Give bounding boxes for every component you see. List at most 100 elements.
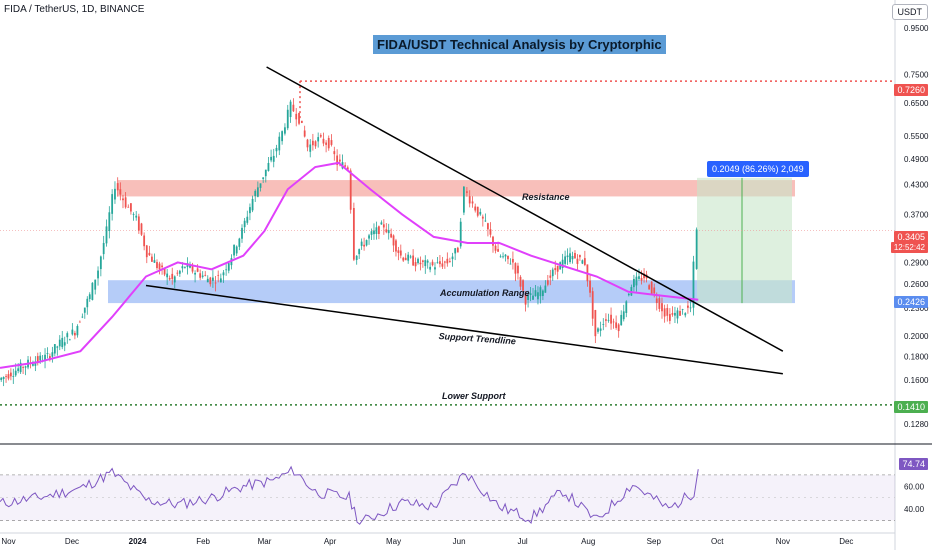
accumulation-zone <box>108 280 795 304</box>
candle-body <box>546 280 549 285</box>
candle-body <box>7 374 10 379</box>
price-tick-label: 0.4300 <box>904 181 929 190</box>
price-tag-rsi: 74.74 <box>899 458 928 470</box>
candle-body <box>471 201 474 204</box>
candle-body <box>76 326 79 336</box>
candle-body <box>0 377 3 380</box>
candle-body <box>476 206 479 216</box>
moving-average-line <box>0 161 699 369</box>
candle-body <box>214 282 217 284</box>
candle-body <box>382 224 385 228</box>
candle-body <box>507 255 509 260</box>
time-tick-label: Nov <box>776 537 790 546</box>
candle-body <box>309 144 312 152</box>
price-tick-label: 0.3700 <box>904 210 929 219</box>
candle-body <box>385 229 388 233</box>
candle-body <box>481 216 484 219</box>
candle-body <box>387 230 390 234</box>
trendline-support <box>145 284 783 375</box>
candle-body <box>668 314 671 321</box>
candle-body <box>333 151 336 155</box>
candle-body <box>225 269 228 271</box>
currency-badge[interactable]: USDT <box>891 4 928 20</box>
candle-body <box>459 221 462 247</box>
candle-body <box>684 313 687 316</box>
candle-body <box>365 240 368 246</box>
candle-body <box>679 311 681 316</box>
candle-body <box>529 293 532 295</box>
candle-body <box>419 262 422 265</box>
candle-body <box>412 255 415 266</box>
time-tick-label: Dec <box>839 537 853 546</box>
candle-body <box>352 208 355 260</box>
candle-body <box>181 266 184 269</box>
candle-body <box>99 256 102 270</box>
rsi-band <box>0 474 895 521</box>
candle-body <box>448 261 451 262</box>
candle-body <box>474 206 477 211</box>
symbol-label: FIDA / TetherUS, 1D, BINANCE <box>4 4 145 15</box>
candle-body <box>9 372 12 377</box>
candle-body <box>56 346 59 348</box>
time-tick-label: Jul <box>517 537 527 546</box>
price-tag-top-level: 0.7260 <box>894 84 928 96</box>
candle-body <box>650 281 653 294</box>
price-tick-label: 0.1800 <box>904 353 929 362</box>
candle-body <box>643 273 645 279</box>
candle-body <box>497 249 499 252</box>
candle-body <box>689 307 692 309</box>
candle-body <box>674 312 676 316</box>
candle-body <box>243 220 246 228</box>
candle-body <box>556 265 559 272</box>
candle-body <box>509 263 512 265</box>
candle-body <box>648 285 651 290</box>
candle-body <box>124 197 127 208</box>
price-tag-lower-support: 0.1410 <box>894 401 928 413</box>
accumulation-label: Accumulation Range <box>440 288 530 298</box>
candle-body <box>514 263 517 274</box>
candle-body <box>63 342 66 346</box>
candle-body <box>617 324 620 332</box>
candle-body <box>605 319 607 321</box>
candle-body <box>695 229 698 269</box>
candle-body <box>402 257 405 261</box>
candle-body <box>441 263 444 267</box>
candle-body <box>373 230 375 235</box>
candle-body <box>116 183 119 191</box>
candle-body <box>551 269 554 277</box>
candle-body <box>108 212 111 232</box>
resistance-zone <box>118 180 795 197</box>
candle-body <box>494 245 497 251</box>
candle-body <box>212 277 214 281</box>
candle-body <box>589 280 591 293</box>
candle-body <box>599 328 602 331</box>
candle-body <box>292 104 295 112</box>
candle-body <box>414 262 417 267</box>
candle-body <box>426 260 429 263</box>
candle-body <box>658 298 661 309</box>
candle-body <box>78 321 81 323</box>
candle-body <box>219 278 222 283</box>
candle-body <box>178 270 181 274</box>
candle-body <box>311 140 314 146</box>
time-tick-label: Nov <box>1 537 15 546</box>
candle-body <box>666 307 669 316</box>
candle-body <box>156 262 158 269</box>
candle-body <box>554 268 557 271</box>
candle-body <box>48 356 51 359</box>
candle-body <box>246 216 249 223</box>
candle-body <box>655 298 658 303</box>
candle-body <box>145 245 148 258</box>
time-tick-label: Mar <box>258 537 272 546</box>
candle-body <box>19 362 22 373</box>
candle-body <box>370 231 373 235</box>
candle-body <box>378 226 380 235</box>
candle-body <box>151 256 153 262</box>
candle-body <box>358 249 361 255</box>
candle-body <box>522 280 524 291</box>
candle-body <box>492 236 494 246</box>
candle-body <box>143 235 146 247</box>
candle-body <box>275 147 278 152</box>
candle-body <box>375 227 378 234</box>
